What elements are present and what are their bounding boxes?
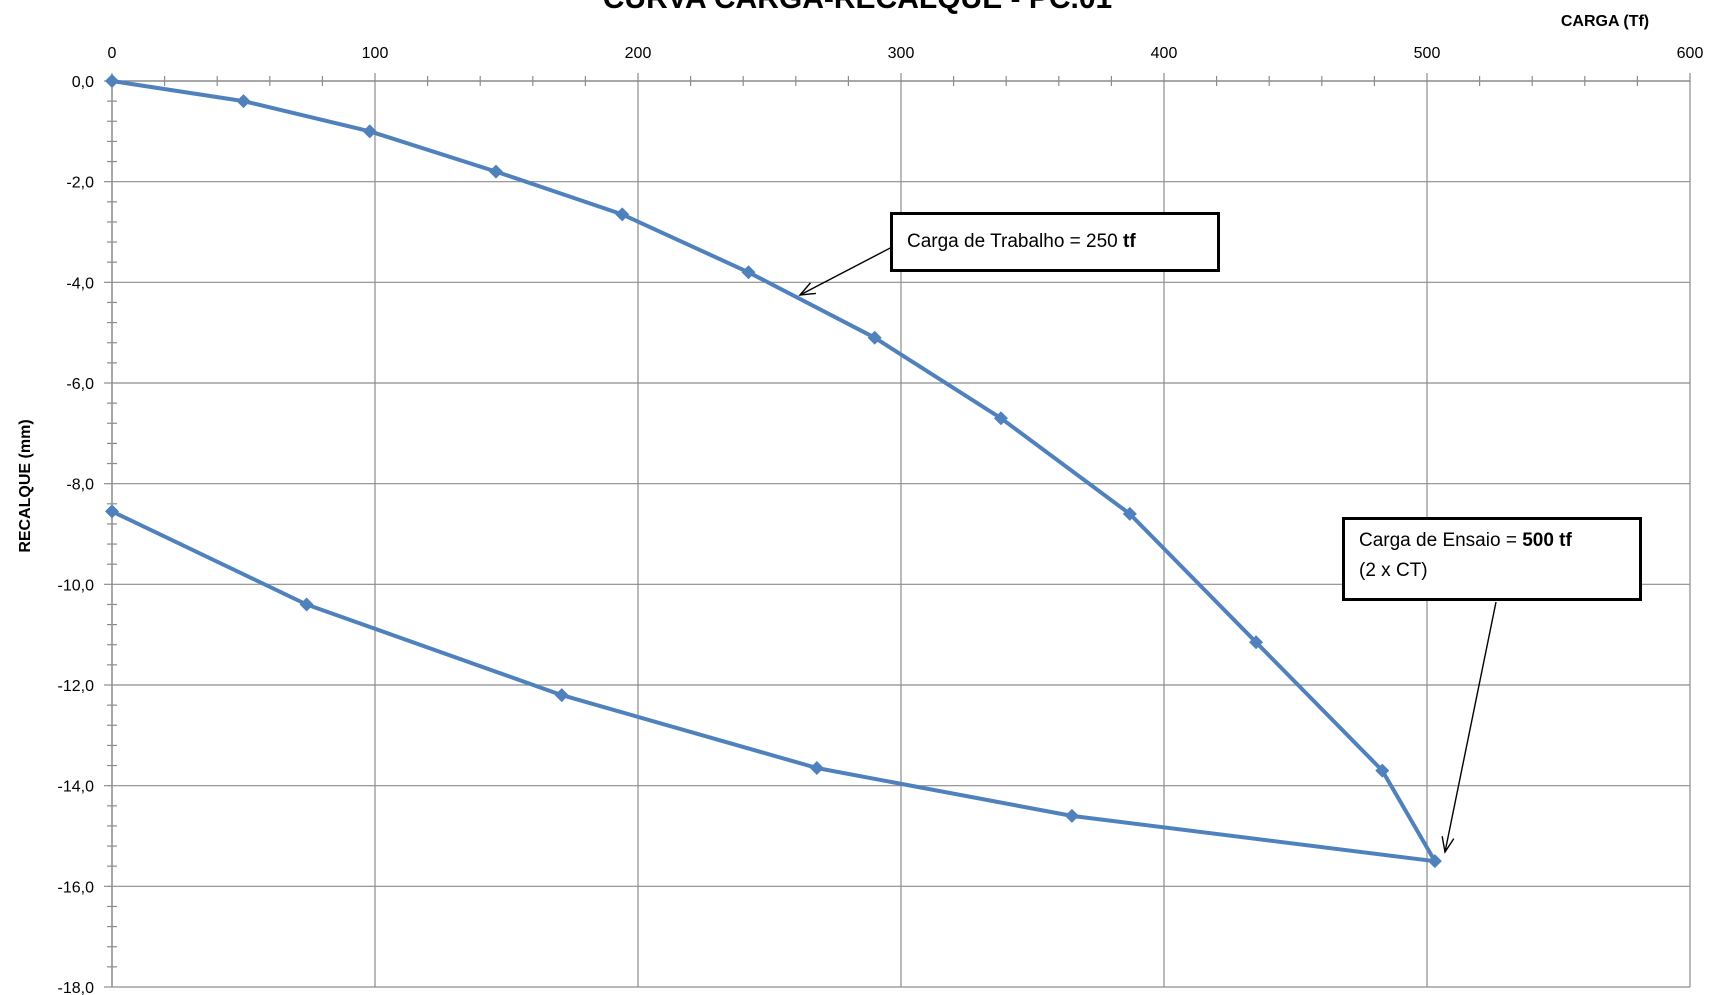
x-tick-label: 0 xyxy=(108,45,117,62)
x-tick-labels: 0 100 200 300 400 500 600 xyxy=(108,45,1704,62)
y-tick-label: 0,0 xyxy=(72,74,94,91)
y-tick-label: -6,0 xyxy=(66,376,94,393)
data-point-marker xyxy=(236,94,251,109)
y-tick-labels: 0,0 -2,0 -4,0 -6,0 -8,0 -10,0 -12,0 -14,0 -16,0 -… xyxy=(58,74,95,995)
data-point-marker xyxy=(105,74,119,88)
data-point-marker xyxy=(1375,763,1390,778)
x-tick-label: 200 xyxy=(625,45,652,62)
data-point-marker xyxy=(809,761,824,776)
data-point-marker xyxy=(1064,808,1079,823)
data-point-marker xyxy=(105,504,119,519)
data-point-marker xyxy=(362,124,377,139)
y-tick-label: -2,0 xyxy=(66,175,94,192)
y-tick-label: -10,0 xyxy=(58,577,95,594)
series-line xyxy=(111,79,1437,864)
annotation-test-load-value: 500 tf xyxy=(1522,530,1572,551)
annotation-working-load-unit: tf xyxy=(1123,231,1136,252)
arrow-test-load-head xyxy=(1441,836,1455,854)
chart-title: CURVA CARGA-RECALQUE - PC.01 xyxy=(0,0,1715,16)
data-point-marker xyxy=(1249,635,1264,650)
x-tick-label: 100 xyxy=(362,45,389,62)
data-point-marker xyxy=(615,207,630,222)
y-tick-label: -12,0 xyxy=(58,678,95,695)
annotation-test-load: Carga de Ensaio = 500 tf (2 x CT) xyxy=(1342,517,1642,601)
data-point-marker xyxy=(299,597,314,612)
data-point-marker xyxy=(741,265,756,280)
data-point-marker xyxy=(488,164,503,179)
series-group xyxy=(105,74,1442,869)
arrow-working-load xyxy=(799,244,897,296)
data-point-marker xyxy=(867,330,882,345)
arrow-test-load xyxy=(1444,601,1497,853)
x-axis-label: CARGA (Tf) xyxy=(1561,13,1649,30)
y-tick-label: -18,0 xyxy=(58,980,95,995)
x-tick-label: 500 xyxy=(1414,45,1441,62)
y-axis-label: RECALQUE (mm) xyxy=(17,419,34,552)
annotation-arrows xyxy=(798,244,1497,854)
annotation-test-load-text: Carga de Ensaio = xyxy=(1359,530,1523,551)
x-tick-label: 300 xyxy=(888,45,915,62)
x-tick-label: 600 xyxy=(1677,45,1704,62)
axes xyxy=(104,73,1691,988)
arrow-working-load-head xyxy=(798,282,816,296)
annotation-working-load-text: Carga de Trabalho = 250 xyxy=(907,231,1124,252)
y-tick-label: -8,0 xyxy=(66,477,94,494)
x-tick-label: 400 xyxy=(1151,45,1178,62)
annotation-working-load: Carga de Trabalho = 250 tf xyxy=(890,212,1220,272)
data-point-marker xyxy=(554,688,569,703)
annotation-test-load-note: (2 x CT) xyxy=(1359,560,1428,581)
y-tick-label: -4,0 xyxy=(66,275,94,292)
y-tick-label: -14,0 xyxy=(58,779,95,796)
data-point-marker xyxy=(1122,506,1137,521)
data-point-marker xyxy=(993,411,1008,426)
data-point-marker xyxy=(1427,854,1442,869)
y-tick-label: -16,0 xyxy=(58,879,95,896)
